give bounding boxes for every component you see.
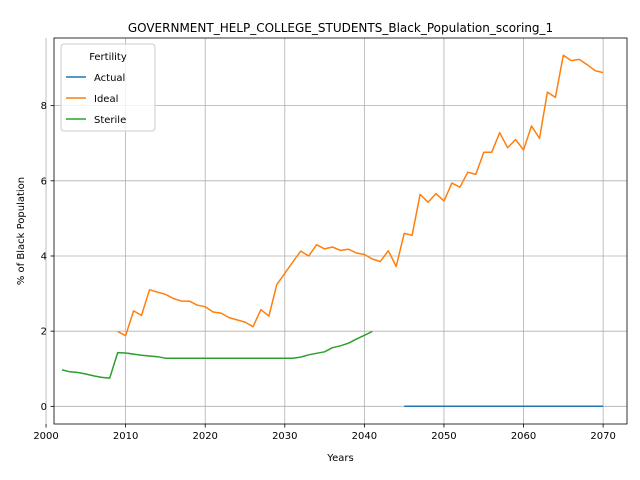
y-tick-label: 8 [41,101,47,112]
legend: Fertility Actual Ideal Sterile [60,43,156,132]
y-tick-label: 4 [41,251,47,262]
x-tick-label: 2060 [511,431,536,442]
y-axis-ticks: 0 2 4 6 8 [41,101,54,413]
x-axis-label: Years [326,453,353,464]
plot-frame [53,37,628,425]
y-axis-label: % of Black Population [16,177,27,285]
x-tick-label: 2030 [272,431,297,442]
x-tick-label: 2000 [33,431,58,442]
legend-label-sterile: Sterile [94,115,126,126]
legend-box [60,43,156,132]
series-line-ideal [117,54,604,337]
chart-title: GOVERNMENT_HELP_COLLEGE_STUDENTS_Black_P… [128,21,553,35]
series-lines [61,54,604,408]
y-tick-label: 0 [41,402,47,413]
x-tick-label: 2070 [590,431,615,442]
x-tick-label: 2010 [113,431,138,442]
y-tick-label: 6 [41,176,47,187]
y-tick-label: 2 [41,327,47,338]
legend-title: Fertility [89,52,127,63]
legend-label-actual: Actual [94,73,125,84]
series-line-sterile [61,330,373,379]
x-axis-ticks: 2000 2010 2020 2030 2040 2050 2060 2070 [33,424,616,442]
legend-label-ideal: Ideal [94,94,118,105]
grid [45,38,627,424]
x-tick-label: 2020 [192,431,217,442]
x-tick-label: 2040 [352,431,377,442]
x-tick-label: 2050 [431,431,456,442]
